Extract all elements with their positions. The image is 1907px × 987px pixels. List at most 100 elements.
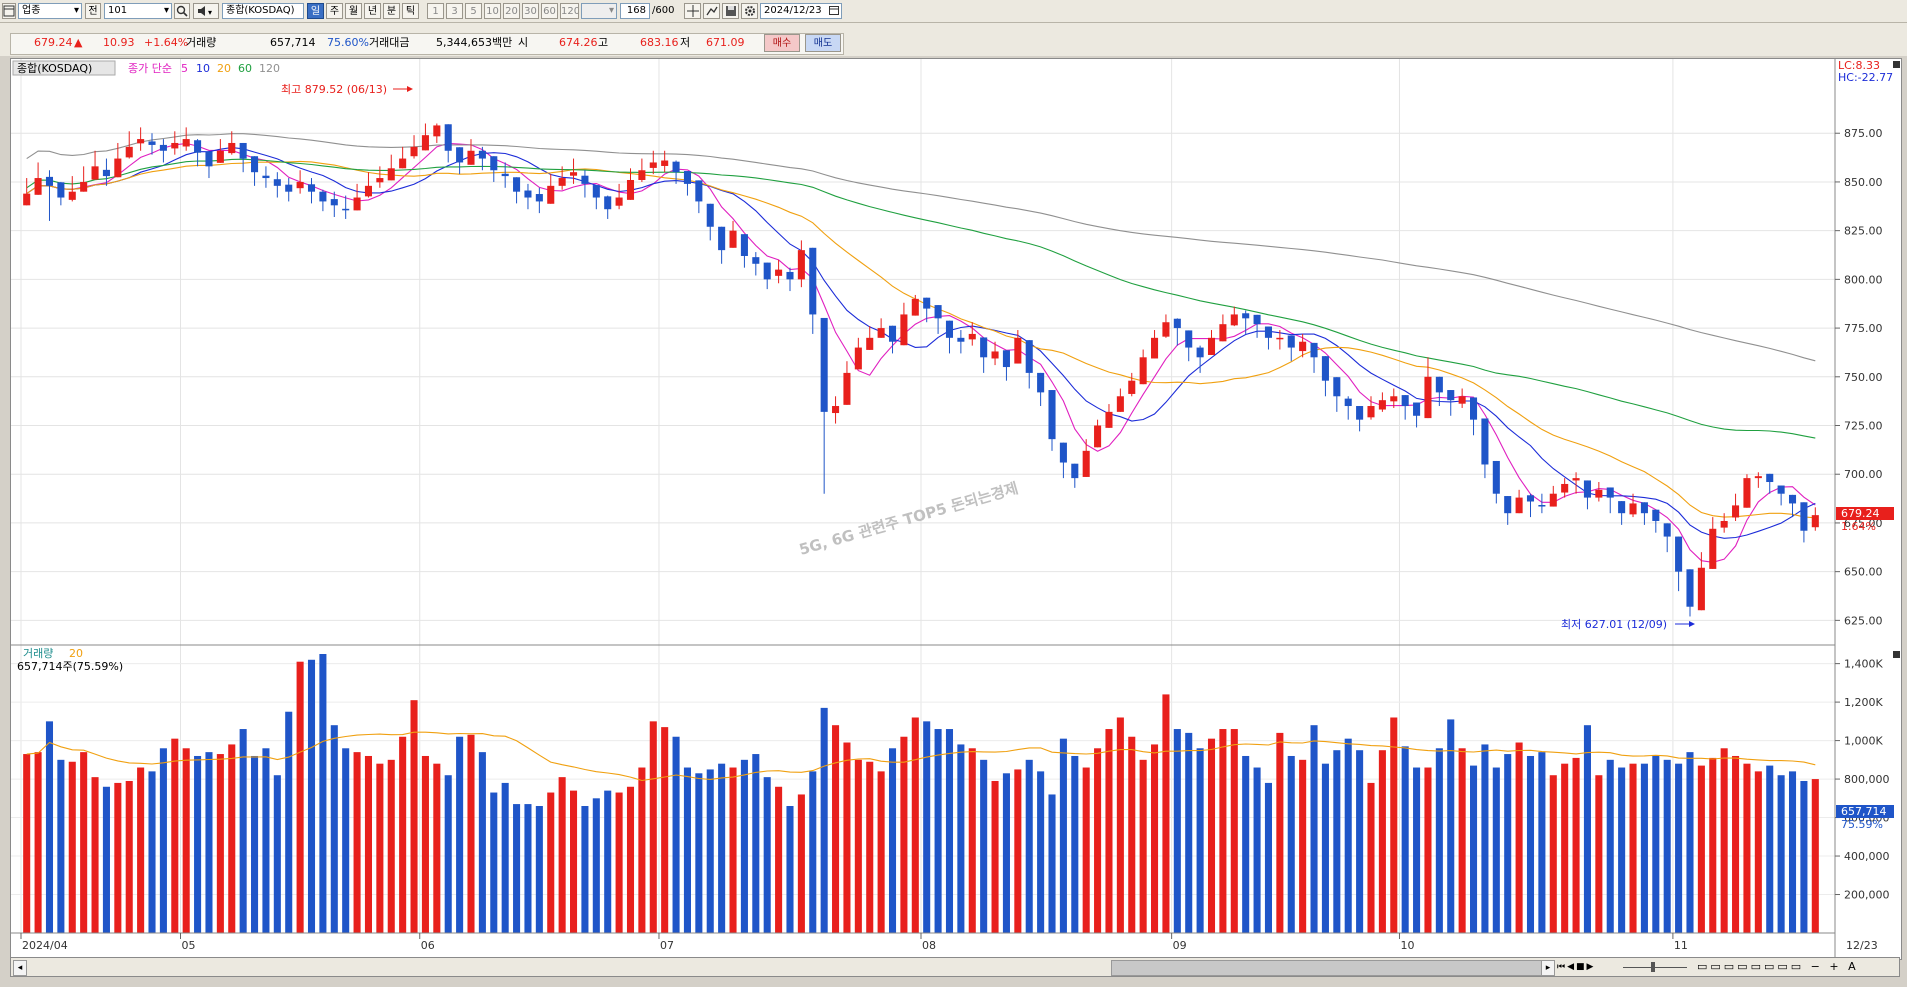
index-name-field[interactable]: 종합(KOSDAQ) — [222, 3, 304, 19]
svg-text:▾: ▾ — [208, 8, 212, 17]
chart-tools[interactable]: ▭▭▭▭▭▭▭▭ − + A — [1697, 960, 1859, 973]
volume-bar — [626, 786, 635, 933]
layout-icon[interactable] — [2, 3, 16, 19]
volume-bar — [615, 792, 623, 933]
minute-120[interactable]: 120 — [560, 3, 579, 19]
horizontal-scrollbar[interactable]: ◂ ▸ ⏮◀■▶ ▭▭▭▭▭▭▭▭ − + A — [10, 957, 1900, 977]
search-icon[interactable] — [174, 3, 190, 19]
candle-body — [729, 230, 737, 248]
minute-1[interactable]: 1 — [427, 3, 444, 19]
speaker-icon[interactable]: ▾ — [193, 3, 219, 19]
candle-body — [1686, 569, 1694, 607]
candle-body — [558, 178, 566, 186]
scroll-left-arrow-icon[interactable]: ◂ — [13, 960, 27, 976]
candle-body — [661, 160, 669, 166]
minute-30[interactable]: 30 — [522, 3, 539, 19]
volume-bar — [1196, 748, 1204, 933]
volume-bar — [775, 786, 783, 933]
chevron-down-icon: ▾ — [608, 5, 614, 16]
volume-bar — [558, 777, 566, 933]
candle-body — [1777, 485, 1785, 494]
candle-body — [1356, 406, 1364, 420]
volume-label: 거래량 — [186, 36, 217, 49]
count-input[interactable]: 168 — [620, 3, 650, 19]
volume-bar — [171, 738, 179, 933]
playback-controls[interactable]: ⏮◀■▶ — [1557, 962, 1596, 972]
volume-bar — [1253, 767, 1261, 933]
minute-60[interactable]: 60 — [541, 3, 558, 19]
settings-icon[interactable] — [741, 3, 758, 19]
volume-bar — [1378, 750, 1386, 933]
volume-bar — [786, 806, 794, 933]
candle-body — [797, 250, 805, 280]
volume-bar — [319, 654, 327, 933]
tab-period-tick[interactable]: 틱 — [402, 3, 419, 19]
date-input[interactable]: 2024/12/23 — [760, 3, 842, 19]
volume-bar — [1788, 771, 1797, 933]
volume-bar — [1675, 763, 1683, 933]
crosshair-icon[interactable] — [684, 3, 701, 19]
volume-bar — [1321, 763, 1329, 933]
x-tick-label: 2024/04 — [22, 939, 68, 952]
tab-period-week[interactable]: 주 — [326, 3, 343, 19]
candle-body — [900, 314, 908, 346]
save-icon[interactable] — [722, 3, 739, 19]
candle-body — [866, 337, 874, 350]
minute-3[interactable]: 3 — [446, 3, 463, 19]
minute-5[interactable]: 5 — [465, 3, 482, 19]
candle-body — [1242, 313, 1250, 319]
candle-body — [1697, 567, 1705, 611]
volume-bar — [239, 729, 247, 933]
candle-body — [843, 372, 851, 405]
volume-bar — [980, 759, 988, 933]
sector-select[interactable]: 업종 ▾ — [18, 3, 82, 19]
candle-body — [91, 166, 99, 180]
low-value: 671.09 — [706, 36, 745, 49]
volume-bar — [1002, 773, 1010, 933]
tab-period-minute[interactable]: 분 — [383, 3, 400, 19]
zoom-slider[interactable] — [1621, 960, 1691, 974]
ma-line-20 — [26, 160, 1816, 519]
buy-button[interactable]: 매수 — [764, 34, 800, 52]
amount-value: 5,344,653백만 — [436, 36, 513, 49]
candle-body — [1185, 330, 1193, 348]
scroll-right-arrow-icon[interactable]: ▸ — [1541, 960, 1555, 976]
scroll-thumb[interactable] — [1111, 960, 1543, 976]
volume-bar — [1697, 765, 1705, 933]
zoom-in-icon[interactable]: + — [1829, 960, 1842, 973]
line-tool-icon[interactable] — [703, 3, 720, 19]
x-tick-label: 09 — [1173, 939, 1187, 952]
tab-period-month[interactable]: 월 — [345, 3, 362, 19]
volume-bar — [1709, 757, 1717, 933]
chart-frame[interactable]: 875.00 850.00 825.00 800.00 775.00 750.00 725.… — [10, 58, 1902, 960]
candle-body — [330, 199, 338, 206]
y-tick-label: 850.00 — [1844, 176, 1883, 189]
candle-body — [34, 178, 42, 195]
minute-20[interactable]: 20 — [503, 3, 520, 19]
minute-10[interactable]: 10 — [484, 3, 501, 19]
candle-body — [387, 168, 395, 181]
chart-svg[interactable]: 875.00 850.00 825.00 800.00 775.00 750.00 725.… — [11, 59, 1901, 959]
candle-body — [1583, 480, 1591, 498]
volume-bar — [1310, 725, 1318, 933]
tab-period-day[interactable]: 일 — [307, 3, 324, 19]
volume-bar — [194, 755, 202, 933]
custom-period-select[interactable]: ▾ — [581, 3, 617, 19]
volume-bar — [1754, 771, 1762, 933]
volume-bar — [410, 700, 418, 933]
tab-period-year[interactable]: 년 — [364, 3, 381, 19]
all-button[interactable]: 전 — [85, 3, 101, 19]
volume-bar — [923, 721, 931, 933]
volume-bar — [740, 759, 748, 933]
volume-bar — [1071, 755, 1079, 933]
sell-button[interactable]: 매도 — [805, 34, 841, 52]
candle-body — [1640, 502, 1648, 514]
candle-body — [740, 234, 748, 256]
candle-body — [854, 347, 862, 370]
code-input[interactable]: 101 ▾ — [104, 3, 172, 19]
volume-bar — [1435, 748, 1443, 933]
volume-bar — [1356, 750, 1364, 933]
volume-bar — [1743, 763, 1751, 933]
candle-body — [1754, 476, 1762, 479]
zoom-out-icon[interactable]: − — [1810, 960, 1823, 973]
